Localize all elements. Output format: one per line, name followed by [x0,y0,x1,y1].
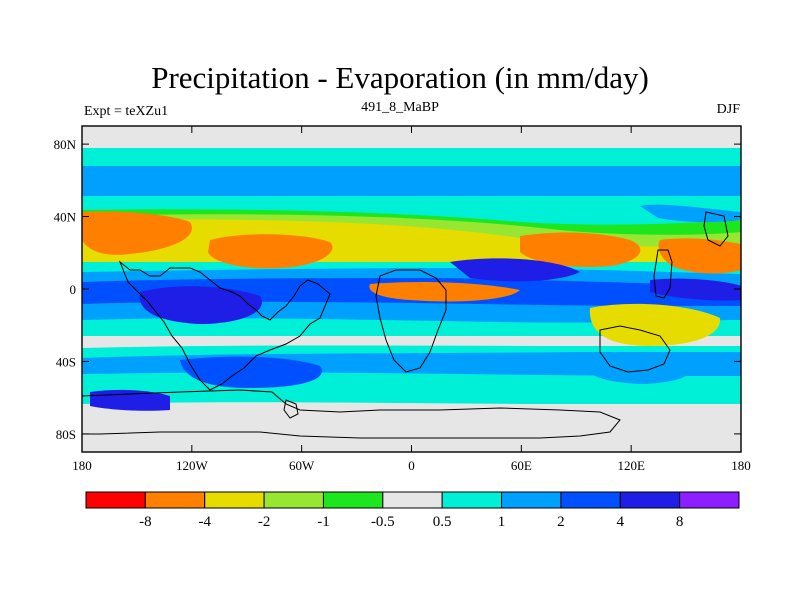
x-tick-label: 180 [731,458,751,473]
colorbar-swatch [560,491,621,509]
map-title: Precipitation - Evaporation (in mm/day) [151,60,649,95]
colorbar-swatch [679,491,740,509]
tick-marks [81,126,742,452]
colorbar-swatch [263,491,324,509]
y-axis-ticks: 80N 40N 0 40S 80S [54,137,77,442]
colorbar-swatch [322,491,384,509]
colorbar-swatch [619,491,681,509]
y-tick-label: 40S [56,354,76,369]
colorbar-label: 4 [617,514,625,530]
season-label: DJF [716,102,740,117]
y-tick-label: 0 [70,282,77,297]
colorbar-label: 0.5 [433,514,452,530]
x-axis-ticks: 180 120W 60W 0 60E 120E 180 [72,458,751,473]
x-tick-label: 180 [72,458,92,473]
colorbar-label: -2 [258,514,271,530]
colorbar-swatch [441,491,503,509]
y-tick-label: 80N [54,137,77,152]
x-tick-label: 0 [408,458,415,473]
y-tick-label: 40N [54,210,77,225]
x-tick-label: 60W [289,458,315,473]
colorbar-swatch [501,491,562,509]
colorbar-label: -0.5 [371,514,395,530]
y-tick-label: 80S [56,427,76,442]
colorbar-swatch [144,491,206,509]
colorbar-swatch [382,491,443,509]
colorbar-labels: -8 -4 -2 -1 -0.5 0.5 1 2 4 8 [139,514,683,530]
colorbar-swatch [204,491,265,509]
run-label: 491_8_MaBP [361,100,439,115]
x-tick-label: 120E [617,458,645,473]
colorbar-label: 8 [676,514,684,530]
map-field [82,126,741,452]
colorbar-label: -4 [198,514,211,530]
experiment-label: Expt = teXZu1 [84,104,169,119]
colorbar [85,491,740,509]
colorbar-label: 1 [498,514,506,530]
colorbar-label: -8 [139,514,152,530]
colorbar-swatch [85,491,146,509]
colorbar-label: 2 [557,514,565,530]
x-tick-label: 60E [511,458,532,473]
coastlines [82,211,729,439]
x-tick-label: 120W [176,458,209,473]
colorbar-label: -1 [317,514,330,530]
